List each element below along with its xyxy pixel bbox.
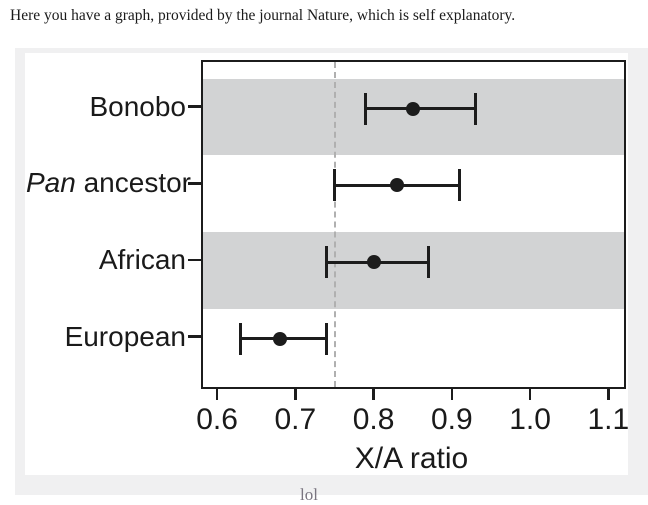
chart-panel: Bonobo Pan ancestor African European 0.6 0.7… — [25, 53, 629, 475]
y-axis-tick — [188, 182, 201, 185]
y-axis-tick — [188, 258, 201, 262]
shaded-band — [203, 232, 624, 309]
intro-text: Here you have a graph, provided by the j… — [10, 7, 516, 24]
x-axis-tick-label: 0.8 — [352, 403, 395, 436]
x-axis-tick — [294, 387, 297, 400]
category-label: European — [64, 320, 186, 352]
x-axis-tick-label: 0.7 — [274, 403, 317, 436]
x-axis-tick — [607, 387, 610, 400]
category-label: Bonobo — [89, 90, 186, 122]
error-bar-cap — [239, 322, 243, 355]
x-axis-tick — [450, 387, 454, 400]
x-axis-tick — [528, 387, 532, 400]
figure-container: Bonobo Pan ancestor African European 0.6 0.7… — [15, 48, 648, 495]
category-label-italic: Pan — [26, 167, 76, 199]
reference-line — [334, 61, 337, 387]
x-axis-tick-label: 1.1 — [587, 403, 630, 436]
cutoff-text: lol — [300, 485, 318, 504]
error-bar-cap — [473, 92, 477, 125]
error-bar-cap — [426, 246, 430, 279]
x-axis-tick-label: 1.0 — [509, 403, 551, 436]
error-bar-cap — [325, 246, 329, 279]
error-bar-cap — [458, 169, 462, 202]
error-bar-cap — [364, 92, 368, 125]
y-axis-tick — [188, 105, 201, 108]
data-point — [390, 178, 405, 193]
x-axis-title: X/A ratio — [354, 442, 469, 475]
x-axis-tick-label: 0.6 — [196, 403, 238, 436]
error-bar-cap — [325, 322, 329, 355]
plot-area — [201, 59, 626, 389]
category-label: African — [98, 244, 186, 276]
shaded-band — [203, 78, 624, 156]
x-axis-tick — [215, 387, 219, 400]
data-point — [405, 101, 420, 116]
y-axis-tick — [188, 335, 201, 338]
data-point — [272, 331, 287, 346]
error-bar — [365, 107, 476, 111]
data-point — [366, 255, 381, 270]
error-bar-cap — [332, 169, 336, 202]
x-axis-tick — [372, 387, 375, 400]
x-axis-tick-label: 0.9 — [430, 403, 473, 436]
category-label: Pan ancestor — [26, 167, 191, 199]
